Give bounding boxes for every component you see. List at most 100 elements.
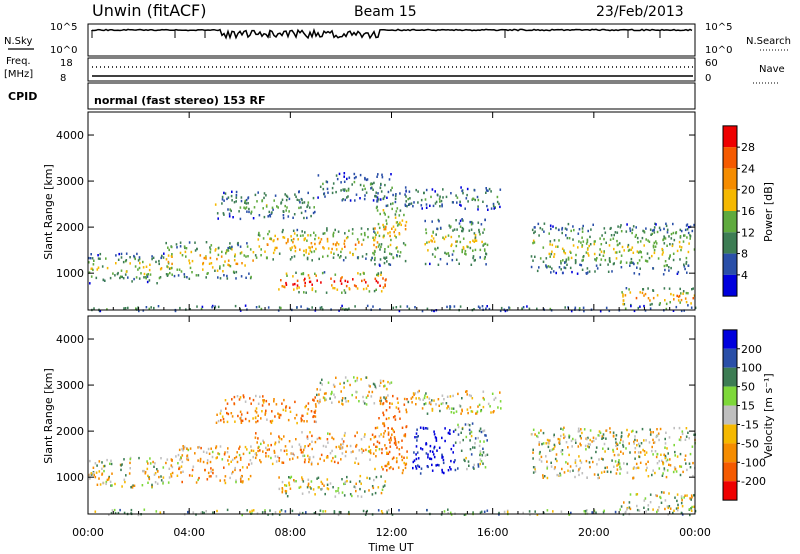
power-cell [484,242,487,245]
power-cell [380,182,382,186]
power-cell [404,186,407,189]
velocity-cell [404,435,407,438]
power-cell [436,193,439,196]
power-cell [389,234,391,238]
velocity-cell [234,468,236,472]
power-cell [570,256,573,260]
power-cell [138,266,141,270]
velocity-cell [215,421,218,424]
power-cell [688,242,690,245]
velocity-cell [561,449,564,452]
power-cell [661,247,663,251]
power-cell [461,218,463,221]
power-cell [677,270,680,274]
velocity-cell [560,510,563,513]
power-cell [333,280,336,283]
ytick-label: 2000 [56,221,84,234]
velocity-cell [443,398,445,401]
power-cell [477,221,480,224]
velocity-cell [98,460,101,463]
velocity-cell [629,451,631,454]
velocity-cell [121,485,123,488]
velocity-cell [431,399,433,402]
power-cell [315,247,317,251]
velocity-cell [680,495,683,498]
velocity-cell [641,427,644,431]
velocity-cell [225,407,227,410]
velocity-cell [403,461,405,465]
velocity-cell [265,455,267,458]
velocity-cell [610,470,612,474]
power-cell [231,245,233,249]
velocity-cell [268,403,270,406]
power-cell [284,193,286,196]
power-cell [693,223,695,227]
velocity-cell [586,476,588,479]
power-cell [530,255,533,258]
power-cell [477,305,480,308]
velocity-cell [413,393,415,396]
power-cell [299,234,302,237]
power-cell [323,192,326,195]
power-cell [651,302,653,306]
power-cell [394,228,397,231]
velocity-cell [307,402,310,405]
power-cell [376,200,378,203]
velocity-cell [278,459,280,463]
velocity-cell [249,397,251,400]
power-cell [219,267,221,270]
power-cell [364,178,366,181]
power-cell [355,285,357,288]
velocity-cell [644,453,646,456]
power-cell [479,248,482,252]
power-cell [653,249,656,252]
power-cell [331,186,334,190]
velocity-cell [289,487,292,490]
velocity-cell [404,433,407,436]
velocity-cell [403,403,406,406]
power-cell [379,264,381,267]
velocity-cell [303,446,306,449]
velocity-cell [349,480,352,483]
power-cell [410,202,413,205]
power-cell [258,245,261,248]
velocity-cell [421,448,424,451]
velocity-cell [392,456,395,459]
velocity-cell [282,408,285,412]
velocity-cell [259,395,261,398]
velocity-cell [278,437,281,440]
velocity-cell [283,398,285,402]
velocity-cell [383,422,385,425]
power-cell [648,256,651,260]
power-cell [646,252,649,255]
power-cell [394,194,397,197]
power-cell [399,305,402,308]
power-cell [553,253,556,256]
cpid-label: CPID [8,90,37,103]
power-cell [455,258,458,261]
power-cell [453,305,456,308]
power-cell [339,279,342,283]
power-cell [229,208,231,211]
power-cell [396,224,399,227]
velocity-cell [634,457,636,460]
power-cell [504,309,507,313]
power-cell [229,265,232,268]
velocity-cell [385,396,388,399]
velocity-cell [630,430,633,433]
power-cell [290,248,292,252]
velocity-cell [691,496,693,499]
power-cell [369,183,372,186]
power-cell [421,309,424,313]
power-cell [594,258,596,261]
power-cell [331,284,333,287]
velocity-cell [674,450,676,454]
power-cell [470,263,473,266]
power-cell [309,246,311,249]
power-cell [151,255,153,258]
velocity-cell [365,396,368,399]
velocity-cell [378,417,380,420]
velocity-cell [424,402,427,405]
power-cell [533,231,535,235]
power-cell [105,257,107,260]
